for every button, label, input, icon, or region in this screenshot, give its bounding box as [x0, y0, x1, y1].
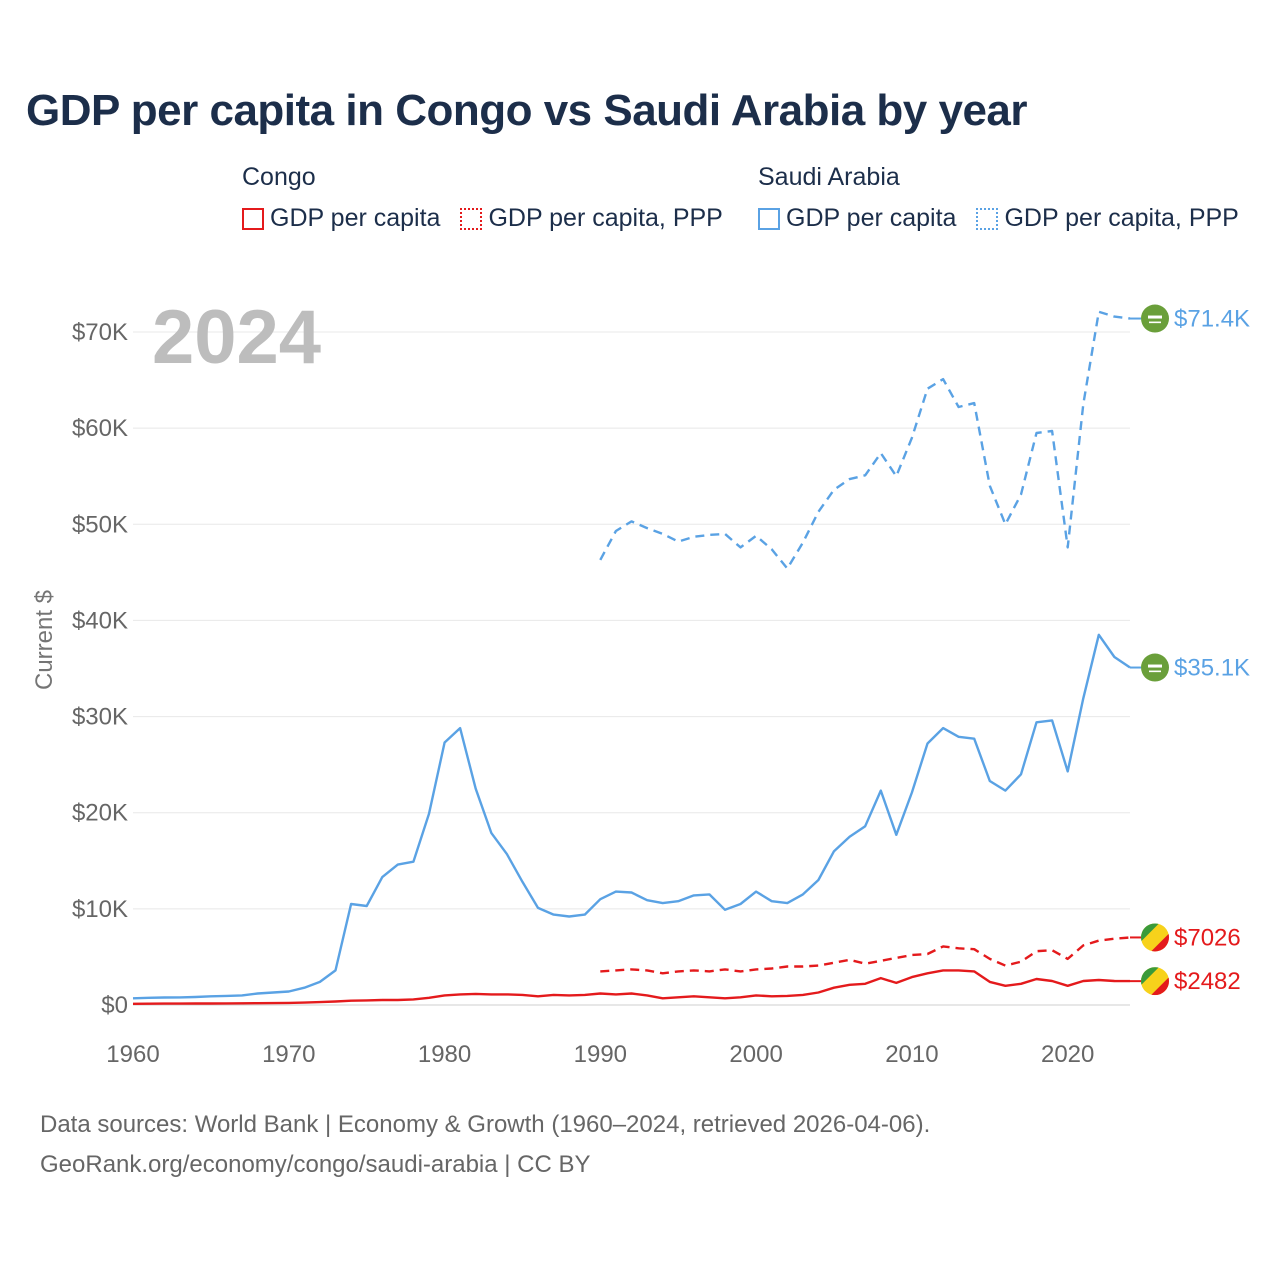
legend-swatch-solid: [758, 207, 780, 230]
series-line[interactable]: [132, 633, 1131, 1000]
x-tick-label: 2000: [729, 1041, 782, 1068]
chart-title: GDP per capita in Congo vs Saudi Arabia …: [26, 86, 1028, 135]
end-marker: $2482: [1130, 967, 1241, 996]
series-line[interactable]: [599, 310, 1131, 570]
source-line-2[interactable]: GeoRank.org/economy/congo/saudi-arabia |…: [40, 1151, 591, 1178]
y-tick-label: $0: [101, 992, 128, 1019]
x-axis-ticks: 1960 1970 1980 1990 2000 2010 2020: [106, 1041, 1094, 1068]
flag-sword-mark: [1149, 670, 1161, 673]
end-markers: $71.4K $35.1K $7026 $2482: [1130, 304, 1250, 996]
y-tick-label: $40K: [72, 607, 128, 634]
end-marker: $71.4K: [1130, 304, 1250, 333]
year-watermark: 2024: [152, 295, 321, 380]
end-value-label: $2482: [1174, 968, 1241, 995]
grid-lines: [133, 331, 1130, 1006]
flag-red-band: [1151, 933, 1169, 952]
legend-label: GDP per capita, PPP: [488, 204, 723, 232]
x-tick-label: 1960: [106, 1041, 159, 1068]
flag-green-band: [1141, 923, 1159, 942]
flag-sword-mark: [1149, 321, 1161, 324]
flag-red-band: [1151, 977, 1169, 996]
x-tick-label: 1990: [574, 1041, 627, 1068]
end-value-label: $35.1K: [1174, 655, 1250, 682]
flag-script-mark: [1148, 664, 1162, 668]
legend-item-congo-gdp-ppp[interactable]: GDP per capita, PPP: [460, 204, 723, 233]
legend-group-title: Saudi Arabia: [758, 163, 900, 191]
y-tick-label: $70K: [72, 319, 128, 346]
x-tick-label: 1970: [262, 1041, 315, 1068]
legend-label: GDP per capita: [270, 204, 441, 232]
legend-item-saudi-gdp-ppp[interactable]: GDP per capita, PPP: [976, 204, 1239, 233]
series-line[interactable]: [132, 969, 1131, 1005]
legend-label: GDP per capita: [786, 204, 957, 232]
congo-flag-icon: [1141, 923, 1169, 952]
end-value-label: $71.4K: [1174, 306, 1250, 333]
source-line-1: Data sources: World Bank | Economy & Gro…: [40, 1111, 931, 1138]
y-axis-ticks: $0 $10K $20K $30K $40K $50K $60K $70K: [72, 319, 128, 1019]
source-note: Data sources: World Bank | Economy & Gro…: [40, 1105, 930, 1185]
legend-swatch-dotted: [976, 207, 999, 230]
y-axis-label: Current $: [31, 590, 58, 690]
legend-swatch-dotted: [460, 207, 483, 230]
legend-group-title: Congo: [242, 163, 316, 191]
legend-group-saudi-arabia: Saudi Arabia GDP per capita GDP per capi…: [758, 162, 1239, 233]
series-line[interactable]: [600, 936, 1131, 975]
flag-script-mark: [1148, 315, 1162, 319]
end-marker: $35.1K: [1130, 653, 1250, 682]
legend-item-congo-gdp[interactable]: GDP per capita: [242, 204, 440, 233]
x-tick-label: 2020: [1041, 1041, 1094, 1068]
y-tick-label: $60K: [72, 415, 128, 442]
series-lines: [132, 310, 1131, 1005]
y-tick-label: $10K: [72, 896, 128, 923]
legend-item-saudi-gdp[interactable]: GDP per capita: [758, 204, 956, 233]
x-tick-label: 1980: [418, 1041, 471, 1068]
y-tick-label: $30K: [72, 704, 128, 731]
end-value-label: $7026: [1174, 924, 1241, 951]
congo-flag-icon: [1141, 967, 1169, 996]
flag-green-band: [1141, 967, 1159, 986]
end-marker: $7026: [1130, 923, 1241, 952]
y-tick-label: $20K: [72, 800, 128, 827]
legend-swatch-solid: [242, 207, 264, 230]
y-tick-label: $50K: [72, 511, 128, 538]
legend-group-congo: Congo GDP per capita GDP per capita, PPP: [242, 162, 723, 233]
legend-label: GDP per capita, PPP: [1004, 204, 1239, 232]
x-tick-label: 2010: [885, 1041, 938, 1068]
